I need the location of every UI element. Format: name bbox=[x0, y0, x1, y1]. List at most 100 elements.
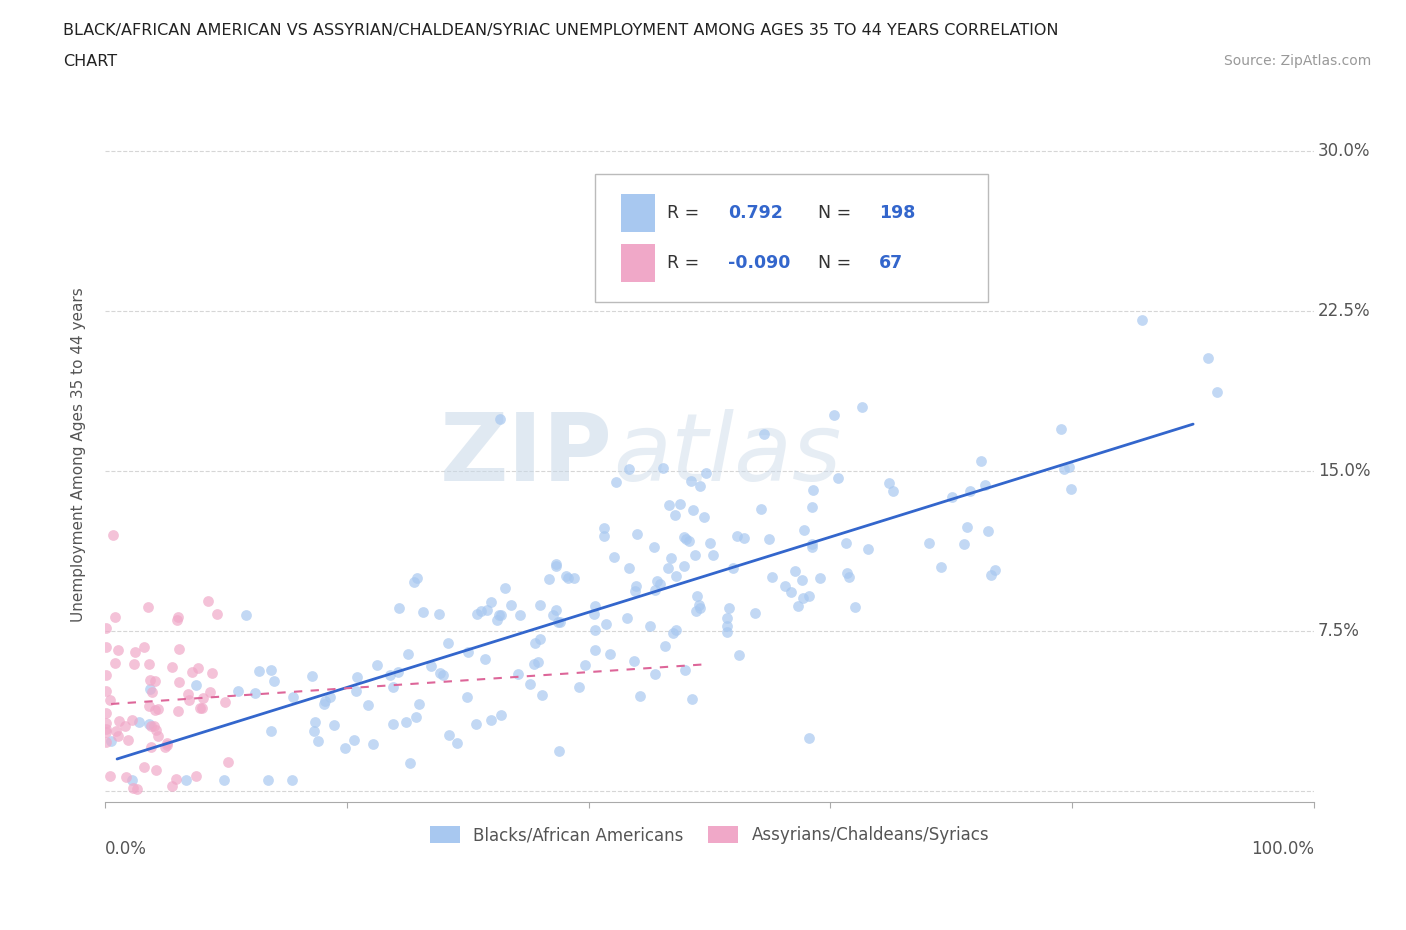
Point bbox=[96, 705, 118, 720]
Point bbox=[976, 524, 998, 538]
Point bbox=[419, 658, 441, 673]
Text: 22.5%: 22.5% bbox=[1317, 302, 1371, 320]
Point bbox=[104, 656, 127, 671]
Point bbox=[644, 667, 666, 682]
Point bbox=[792, 591, 814, 605]
Point bbox=[823, 407, 845, 422]
Point bbox=[427, 606, 450, 621]
Point bbox=[662, 625, 685, 640]
Point bbox=[685, 589, 707, 604]
Point bbox=[678, 534, 700, 549]
Point bbox=[101, 527, 124, 542]
Point bbox=[716, 625, 738, 640]
Point bbox=[96, 684, 118, 699]
Point bbox=[509, 608, 531, 623]
Point bbox=[263, 674, 285, 689]
Point bbox=[882, 484, 904, 498]
Point bbox=[314, 694, 336, 709]
Point bbox=[138, 657, 160, 671]
Point bbox=[343, 733, 366, 748]
Point bbox=[323, 717, 346, 732]
Point bbox=[654, 639, 676, 654]
Point bbox=[191, 700, 214, 715]
Point bbox=[146, 701, 169, 716]
Point bbox=[546, 558, 568, 573]
Point bbox=[96, 668, 118, 683]
Point bbox=[546, 556, 568, 571]
Text: 15.0%: 15.0% bbox=[1317, 462, 1369, 480]
Point bbox=[980, 567, 1002, 582]
Point bbox=[188, 700, 211, 715]
Point bbox=[143, 702, 166, 717]
Point bbox=[312, 697, 335, 711]
Point bbox=[98, 768, 121, 783]
Point bbox=[657, 561, 679, 576]
Point bbox=[835, 565, 858, 580]
Point bbox=[432, 668, 454, 683]
Point bbox=[488, 607, 510, 622]
Point bbox=[357, 698, 380, 712]
Point bbox=[531, 687, 554, 702]
Y-axis label: Unemployment Among Ages 35 to 44 years: Unemployment Among Ages 35 to 44 years bbox=[72, 287, 86, 622]
Point bbox=[547, 615, 569, 630]
Point bbox=[121, 713, 143, 728]
Point bbox=[107, 729, 129, 744]
Point bbox=[160, 778, 183, 793]
Point bbox=[605, 475, 627, 490]
Point bbox=[437, 636, 460, 651]
Point bbox=[301, 668, 323, 683]
Point bbox=[108, 714, 131, 729]
Point bbox=[780, 585, 803, 600]
Point bbox=[918, 536, 941, 551]
Point bbox=[941, 490, 963, 505]
Point bbox=[191, 690, 214, 705]
Point bbox=[544, 602, 567, 617]
Point bbox=[96, 620, 118, 635]
Point bbox=[141, 719, 163, 734]
Point bbox=[593, 528, 616, 543]
Point bbox=[835, 536, 858, 551]
Point bbox=[522, 656, 544, 671]
Point bbox=[647, 574, 669, 589]
Point bbox=[380, 668, 402, 683]
Point bbox=[107, 643, 129, 658]
Point bbox=[527, 654, 550, 669]
Point bbox=[394, 715, 416, 730]
Point bbox=[838, 569, 860, 584]
Point bbox=[983, 563, 1005, 578]
Point bbox=[100, 734, 122, 749]
Point bbox=[752, 426, 775, 441]
Point bbox=[470, 604, 492, 618]
Point bbox=[783, 564, 806, 578]
Point bbox=[134, 640, 156, 655]
Point bbox=[114, 719, 136, 734]
Point bbox=[96, 640, 118, 655]
Point bbox=[626, 526, 648, 541]
Text: 0.792: 0.792 bbox=[728, 204, 783, 222]
Text: 67: 67 bbox=[879, 254, 903, 272]
Point bbox=[681, 474, 703, 489]
Point bbox=[827, 471, 849, 485]
Point bbox=[489, 607, 512, 622]
Point bbox=[408, 697, 430, 711]
Point bbox=[603, 549, 626, 564]
Point bbox=[643, 539, 665, 554]
Point bbox=[217, 755, 239, 770]
Point bbox=[307, 734, 329, 749]
Point bbox=[226, 684, 249, 698]
Point bbox=[166, 704, 188, 719]
Point bbox=[583, 599, 606, 614]
FancyBboxPatch shape bbox=[595, 174, 987, 302]
Point bbox=[801, 483, 824, 498]
Point bbox=[555, 568, 578, 583]
Point bbox=[1206, 384, 1229, 399]
Point bbox=[479, 594, 502, 609]
Point bbox=[682, 503, 704, 518]
Point bbox=[652, 460, 675, 475]
Point bbox=[404, 575, 426, 590]
Text: 30.0%: 30.0% bbox=[1317, 141, 1369, 160]
Point bbox=[125, 781, 148, 796]
Text: BLACK/AFRICAN AMERICAN VS ASSYRIAN/CHALDEAN/SYRIAC UNEMPLOYMENT AMONG AGES 35 TO: BLACK/AFRICAN AMERICAN VS ASSYRIAN/CHALD… bbox=[63, 23, 1059, 38]
Point bbox=[446, 736, 468, 751]
Point bbox=[844, 599, 866, 614]
